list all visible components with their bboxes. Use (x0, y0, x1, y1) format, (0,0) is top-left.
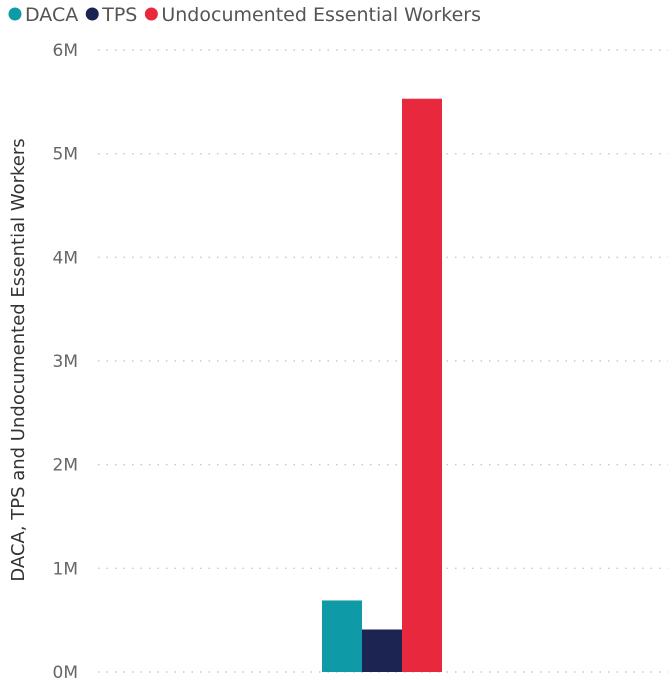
legend-label: DACA (25, 4, 78, 26)
legend-marker (85, 7, 99, 21)
bar-daca[interactable] (322, 600, 362, 672)
y-axis-label: DACA, TPS and Undocumented Essential Wor… (8, 138, 29, 581)
y-tick-label: 5M (53, 145, 78, 165)
y-tick-label: 2M (53, 456, 78, 476)
legend-label: TPS (101, 4, 137, 26)
gridlines (98, 49, 668, 673)
legend: DACA TPS Undocumented Essential Workers (8, 4, 481, 26)
legend-label: Undocumented Essential Workers (161, 4, 481, 26)
y-tick-label: 0M (53, 663, 78, 683)
y-tick-label: 6M (53, 41, 78, 61)
legend-marker (8, 7, 22, 21)
bar-undocumented-essential-workers[interactable] (402, 98, 442, 673)
y-tick-label: 1M (53, 559, 78, 579)
bar-tps[interactable] (362, 629, 402, 672)
legend-marker (144, 7, 158, 21)
bars (322, 98, 442, 673)
y-tick-label: 3M (53, 352, 78, 372)
y-tick-label: 4M (53, 248, 78, 268)
y-axis-ticks: 0M 1M 2M 3M 4M 5M 6M (53, 41, 78, 683)
